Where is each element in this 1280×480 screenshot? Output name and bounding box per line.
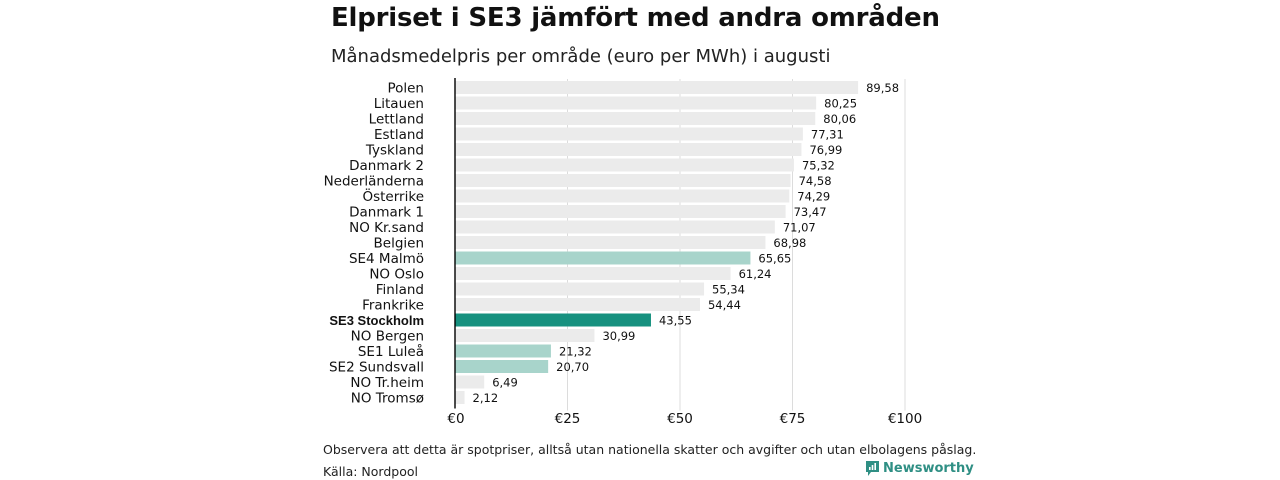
x-tick-label: €25 [555,411,581,427]
x-tick-label: €100 [888,411,922,427]
value-label: 75,32 [802,159,835,173]
x-tick-label: €0 [447,411,464,427]
value-label: 76,99 [809,143,842,157]
x-tick-label: €75 [780,411,806,427]
category-label: Belgien [374,236,425,252]
bar [455,112,816,125]
category-label: Danmark 2 [349,158,424,174]
value-label: 71,07 [783,221,816,235]
category-label: NO Kr.sand [349,220,424,236]
category-label: SE3 Stockholm [329,313,424,328]
category-label: Polen [387,81,424,97]
category-label: Estland [374,127,424,143]
category-label: NO Bergen [351,329,424,345]
value-label: 21,32 [559,345,592,359]
bar [455,329,595,342]
value-label: 61,24 [739,267,772,281]
value-label: 54,44 [708,298,741,312]
category-label: NO Oslo [369,267,424,283]
source-note: Källa: Nordpool [323,464,418,479]
bar [455,251,751,265]
bar [455,205,786,218]
bar [455,220,775,234]
newsworthy-logo-icon [866,461,879,476]
category-label: Lettland [369,112,424,128]
category-label: Tyskland [365,143,424,159]
bar [455,313,651,327]
value-label: 55,34 [712,283,745,297]
bar [455,81,859,94]
chart-title: Elpriset i SE3 jämfört med andra områden [331,3,940,33]
chart-subtitle: Månadsmedelpris per område (euro per MWh… [331,46,831,67]
bar [455,158,794,172]
value-label: 6,49 [492,376,518,390]
category-label: SE4 Malmö [349,251,424,267]
value-label: 74,58 [799,174,832,188]
category-label: NO Tr.heim [350,375,424,391]
bar [455,127,803,141]
footnote: Observera att detta är spotpriser, allts… [323,442,977,457]
value-label: 77,31 [811,128,844,142]
bar [455,143,802,156]
value-label: 80,25 [824,97,857,111]
value-label: 74,29 [797,190,830,204]
bar [455,360,549,373]
category-label: Österrike [362,187,424,205]
value-label: 20,70 [556,360,589,374]
value-label: 73,47 [794,205,827,219]
category-label: Danmark 1 [349,205,424,221]
value-label: 68,98 [773,236,806,250]
newsworthy-logo: Newsworthy [866,461,974,476]
bar [455,375,485,389]
bar [455,391,465,404]
category-label: Nederländerna [324,174,424,190]
bar [455,344,551,358]
category-label: Finland [376,282,424,298]
category-label: NO Tromsø [351,391,424,407]
category-label: Frankrike [362,298,424,314]
value-label: 65,65 [758,252,791,266]
value-label: 80,06 [823,112,856,126]
value-label: 43,55 [659,314,692,328]
bar [455,96,817,110]
logo-text: Newsworthy [883,461,974,476]
category-label: Litauen [374,96,424,112]
bar [455,174,791,187]
bar [455,267,731,280]
value-label: 30,99 [602,329,635,343]
bar [455,282,705,296]
bar [455,236,766,249]
value-label: 2,12 [473,391,499,405]
bar-chart: Polen 89,58 Litauen 80,25 Lettland 80,06 Estla… [324,78,922,427]
category-label: SE2 Sundsvall [329,360,424,376]
value-label: 89,58 [866,81,899,95]
x-tick-label: €50 [667,411,693,427]
bar [455,189,790,203]
category-label: SE1 Luleå [358,343,424,360]
bar [455,298,700,311]
